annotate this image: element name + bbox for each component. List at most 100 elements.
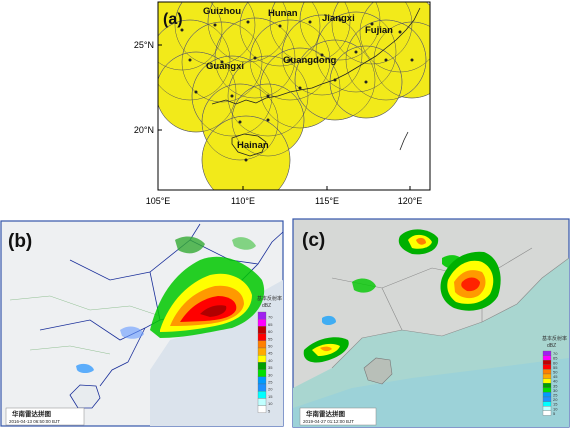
- legend-swatch: [542, 378, 552, 384]
- legend-value: 70: [553, 351, 558, 356]
- legend-value: 10: [553, 406, 558, 411]
- panel-c-label: (c): [302, 230, 325, 251]
- legend-value: 45: [268, 351, 273, 356]
- legend-swatch: [257, 340, 267, 349]
- lon-tick-120e: 120°E: [398, 196, 423, 205]
- panel-b-legend-swatches: 70 65 60 55 50 45 40 35 30 25 20 15 10 5: [257, 311, 273, 413]
- legend-swatch: [257, 333, 267, 341]
- lat-tick-20n: 20°N: [134, 125, 154, 135]
- legend-value: 30: [553, 388, 558, 393]
- legend-swatch: [257, 311, 267, 320]
- legend-value: 70: [268, 315, 273, 320]
- panel-a-label: (a): [163, 11, 183, 28]
- legend-swatch: [257, 347, 267, 356]
- legend-swatch: [257, 376, 267, 385]
- panel-b-legend-title: 基本反射率: [257, 295, 282, 302]
- panel-a-map-frame: [157, 1, 431, 191]
- legend-value: 60: [268, 329, 273, 334]
- legend-value: 25: [268, 380, 273, 385]
- legend-swatch: [257, 391, 267, 399]
- legend-value: 5: [268, 408, 271, 413]
- lon-tick-115e: 115°E: [315, 196, 339, 205]
- panel-a-svg: (a) Guizhou Hunan Jiangxi Fujian Guangxi…: [134, 1, 431, 206]
- panel-c-legend-title: 基本反射率: [542, 335, 567, 342]
- lat-tick-25n: 25°N: [134, 40, 154, 50]
- panel-b-legend: 基本反射率 dBZ 70 65 60 55 50 45 40 35 30 25 20 15 10 5: [257, 295, 282, 413]
- legend-value: 5: [553, 411, 556, 416]
- legend-swatch: [542, 396, 552, 402]
- legend-value: 50: [553, 370, 558, 375]
- legend-swatch: [257, 398, 267, 406]
- panel-c-title-box: [299, 407, 377, 426]
- panel-a-radar-coverage-map: (a) Guizhou Hunan Jiangxi Fujian Guangxi…: [0, 0, 575, 206]
- legend-swatch: [257, 405, 267, 413]
- legend-value: 55: [553, 365, 558, 370]
- legend-swatch: [542, 369, 552, 375]
- legend-value: 20: [268, 387, 273, 392]
- panel-b-label: (b): [8, 231, 32, 252]
- panel-c-title: 华南雷达拼图: [306, 409, 346, 418]
- province-label-fujian: Fujian: [365, 25, 393, 36]
- panel-c-legend-unit: dBZ: [547, 343, 556, 349]
- legend-swatch: [257, 369, 267, 377]
- legend-swatch: [257, 355, 267, 363]
- panel-b-echoes: [76, 236, 265, 373]
- legend-swatch: [542, 355, 552, 361]
- legend-swatch: [542, 401, 552, 407]
- legend-value: 55: [268, 336, 273, 341]
- panel-c-echoes: [303, 229, 501, 363]
- legend-swatch: [542, 364, 552, 370]
- legend-swatch: [542, 350, 552, 356]
- legend-swatch: [257, 326, 267, 334]
- legend-swatch: [257, 383, 267, 392]
- province-label-guangxi: Guangxi: [206, 61, 244, 72]
- lon-tick-105e: 105°E: [146, 196, 171, 205]
- legend-value: 30: [268, 372, 273, 377]
- panel-c-timestamp: 2019-04-27 01:12:00 BJT: [303, 419, 354, 424]
- legend-value: 10: [268, 401, 273, 406]
- legend-value: 15: [268, 394, 273, 399]
- legend-value: 50: [268, 344, 273, 349]
- province-label-guangdong: Guangdong: [283, 55, 336, 66]
- panel-b-radar-mosaic: 基本反射率 dBZ 70 65 60 55 50 45 40 35 30 25 20 15 10 5 华南…: [0, 220, 285, 428]
- legend-swatch: [542, 406, 552, 411]
- legend-swatch: [542, 410, 552, 416]
- legend-value: 20: [553, 397, 558, 402]
- legend-value: 60: [553, 360, 558, 365]
- legend-value: 65: [553, 356, 558, 361]
- lon-tick-110e: 110°E: [231, 196, 255, 205]
- coastline: [211, 7, 421, 157]
- legend-value: 45: [553, 374, 558, 379]
- legend-swatch: [542, 387, 552, 393]
- legend-swatch: [542, 383, 552, 388]
- province-label-hunan: Hunan: [268, 8, 298, 19]
- panel-b-legend-unit: dBZ: [262, 303, 271, 309]
- province-label-jiangxi: Jiangxi: [322, 13, 355, 24]
- province-label-hainan: Hainan: [237, 140, 269, 151]
- legend-swatch: [542, 392, 552, 398]
- legend-swatch: [257, 319, 267, 327]
- panel-c-hainan-island: [363, 357, 393, 385]
- radar-sites: [180, 18, 414, 162]
- legend-value: 65: [268, 322, 273, 327]
- panel-b-timestamp: 2016-04-13 06:50:00 BJT: [9, 419, 60, 424]
- panel-c-radar-mosaic: 基本反射率 dBZ 70 65 60 55 50 45 40 35 30 25 20 15 10 5 华南…: [292, 218, 570, 428]
- legend-value: 25: [553, 393, 558, 398]
- radar-coverage-circles: [158, 2, 430, 190]
- legend-value: 40: [268, 358, 273, 363]
- radar-circle-outlines: [158, 2, 430, 190]
- legend-value: 15: [553, 402, 558, 407]
- legend-swatch: [542, 373, 552, 379]
- province-label-guizhou: Guizhou: [203, 6, 241, 17]
- panel-b-svg: 基本反射率 dBZ 70 65 60 55 50 45 40 35 30 25 20 15 10 5 华南…: [0, 220, 284, 427]
- legend-value: 35: [268, 365, 273, 370]
- panel-b-rivers: [9, 295, 161, 355]
- legend-swatch: [257, 362, 267, 370]
- legend-swatch: [542, 360, 552, 365]
- panel-b-title-box: [5, 407, 85, 426]
- legend-value: 35: [553, 383, 558, 388]
- panel-b-title: 华南雷达拼图: [12, 409, 52, 418]
